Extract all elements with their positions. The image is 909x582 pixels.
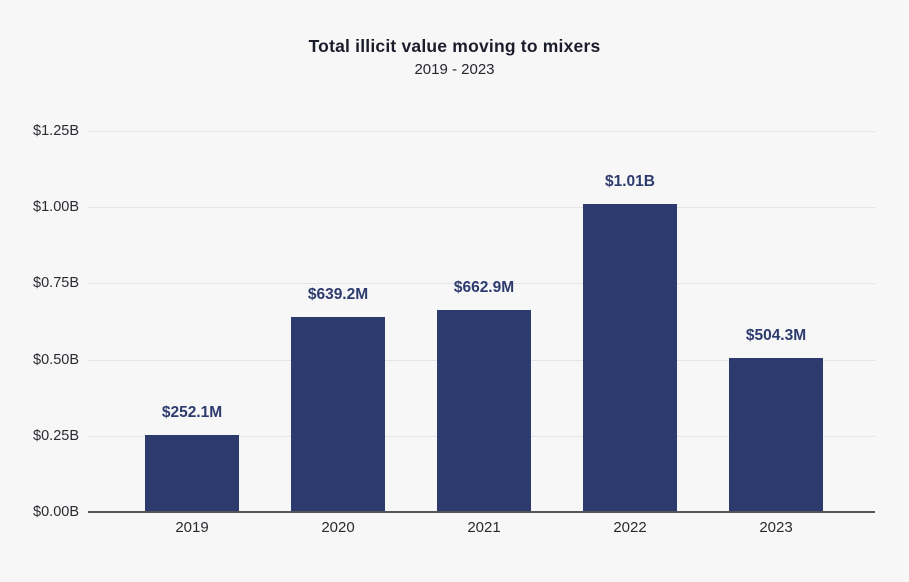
y-axis-tick-label: $0.75B	[33, 275, 79, 292]
y-axis-tick-label: $0.50B	[33, 351, 79, 368]
bar-group-2020: $639.2M 2020	[265, 131, 411, 536]
y-axis-tick-label: $1.25B	[33, 123, 79, 139]
gridline	[88, 283, 875, 285]
bar-group-2023: $504.3M 2023	[703, 131, 849, 536]
bar-group-2022: $1.01B 2022	[557, 131, 703, 536]
plot-area: $252.1M 2019 $639.2M 2020 $662.9M 2021 $1.01B 2…	[33, 123, 875, 536]
bar-group-2019: $252.1M 2019	[119, 131, 265, 536]
y-axis-tick-label: $0.00B	[33, 504, 79, 520]
y-axis-tick-label: $0.25B	[33, 427, 79, 444]
x-axis-tick-label: 2023	[759, 519, 793, 536]
bar-2019[interactable]	[145, 435, 239, 512]
x-axis-line	[88, 511, 875, 513]
x-axis-tick-label: 2021	[467, 519, 501, 536]
bars-layer: $252.1M 2019 $639.2M 2020 $662.9M 2021 $1.01B 2…	[119, 131, 849, 536]
bar-2023[interactable]	[729, 358, 823, 512]
gridline	[88, 207, 875, 209]
chart-title: Total illicit value moving to mixers	[308, 36, 601, 56]
y-axis-tick-label: $1.00B	[33, 199, 79, 216]
x-axis-tick-label: 2020	[321, 519, 355, 536]
bar-2022[interactable]	[583, 204, 677, 512]
bar-2020[interactable]	[291, 317, 385, 512]
chart-subtitle: 2019 - 2023	[414, 61, 495, 78]
bar-value-label: $1.01B	[605, 173, 655, 191]
x-axis-tick-label: 2019	[175, 519, 209, 536]
bar-value-label: $662.9M	[453, 278, 515, 296]
gridline	[88, 131, 875, 132]
bar-value-label: $504.3M	[745, 327, 807, 345]
x-axis-tick-label: 2022	[613, 519, 647, 536]
bar-value-label: $252.1M	[161, 404, 223, 422]
bar-value-label: $639.2M	[307, 286, 369, 304]
bar-2021[interactable]	[437, 309, 531, 512]
bar-group-2021: $662.9M 2021	[411, 131, 557, 536]
